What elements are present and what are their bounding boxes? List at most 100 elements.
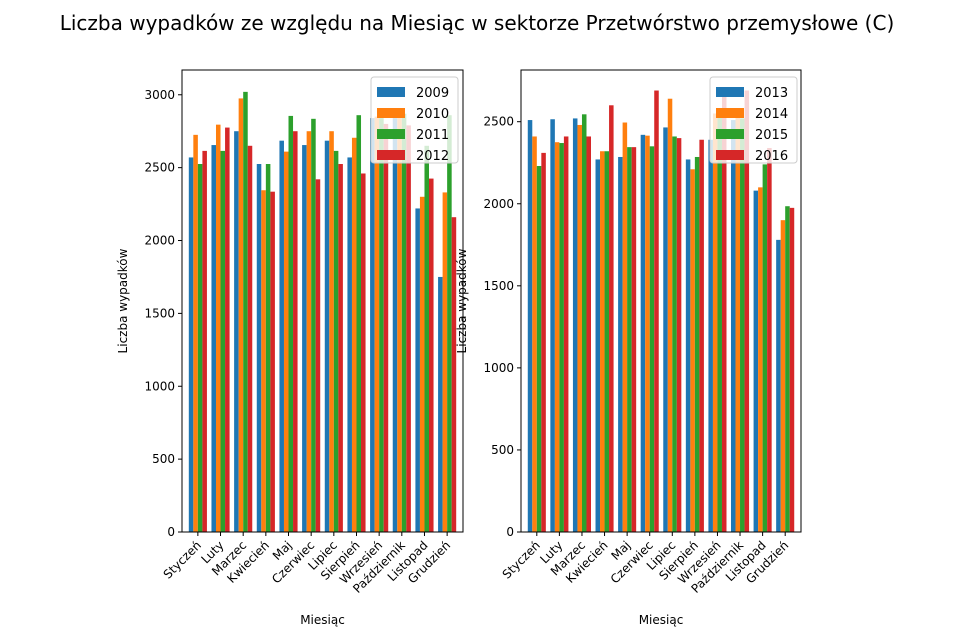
bar-2016-Listopad bbox=[767, 147, 772, 532]
y-tick-label: 500 bbox=[152, 452, 175, 466]
bar-2012-Maj bbox=[293, 131, 298, 532]
bar-2016-Wrzesień bbox=[721, 88, 727, 533]
bar-2016-Luty bbox=[563, 136, 569, 532]
plot-frame bbox=[520, 69, 802, 533]
bar-2015-Sierpień bbox=[694, 156, 700, 533]
bar-2009-Marzec bbox=[234, 131, 239, 532]
chart-left: 050010001500200025003000StyczeńLutyMarze… bbox=[116, 69, 464, 627]
bar-2015-Czerwiec bbox=[649, 146, 655, 532]
bar-2013-Sierpień bbox=[685, 159, 691, 532]
bar-2009-Styczeń bbox=[188, 157, 194, 532]
bar-2011-Czerwiec bbox=[311, 118, 316, 532]
bar-2011-Styczeń bbox=[197, 164, 203, 532]
bar-2010-Październik bbox=[397, 110, 402, 532]
x-axis-label: Miesiąc bbox=[639, 613, 684, 627]
bar-2009-Listopad bbox=[415, 208, 420, 532]
y-tick-label: 1500 bbox=[144, 306, 175, 320]
bar-2012-Listopad bbox=[429, 178, 434, 532]
bar-2011-Grudzień bbox=[447, 115, 452, 533]
bars bbox=[527, 88, 795, 533]
bar-2015-Maj bbox=[627, 147, 632, 532]
bar-2013-Lipiec bbox=[663, 127, 668, 532]
bar-2014-Październik bbox=[735, 115, 741, 532]
bar-2009-Październik bbox=[392, 118, 398, 532]
bar-2012-Wrzesień bbox=[383, 123, 389, 533]
bar-2015-Listopad bbox=[762, 164, 768, 532]
bar-2011-Październik bbox=[401, 113, 407, 532]
bar-2009-Czerwiec bbox=[302, 145, 307, 532]
bar-2012-Czerwiec bbox=[315, 179, 321, 532]
bar-2016-Październik bbox=[744, 90, 750, 533]
bar-2011-Wrzesień bbox=[379, 118, 384, 532]
y-tick-label: 2500 bbox=[144, 161, 175, 175]
bar-2013-Styczeń bbox=[527, 120, 533, 532]
y-tick-label: 2500 bbox=[483, 115, 514, 129]
y-tick-label: 500 bbox=[491, 443, 514, 457]
bar-2009-Lipiec bbox=[324, 140, 330, 532]
legend-label: 2011 bbox=[416, 128, 449, 143]
bar-2016-Grudzień bbox=[789, 207, 795, 533]
bar-2011-Kwiecień bbox=[265, 164, 271, 532]
figure-title: Liczba wypadków ze względu na Miesiąc w … bbox=[60, 11, 895, 35]
bar-2010-Styczeń bbox=[193, 134, 198, 532]
legend-swatch bbox=[377, 150, 405, 160]
bar-2015-Grudzień bbox=[785, 206, 790, 532]
legend-swatch bbox=[377, 87, 405, 97]
y-tick-label: 1500 bbox=[483, 279, 514, 293]
bar-2011-Listopad bbox=[424, 145, 430, 533]
legend-swatch bbox=[716, 87, 744, 97]
bar-2015-Październik bbox=[740, 118, 745, 533]
legend-label: 2010 bbox=[416, 107, 449, 122]
y-axis-label: Liczba wypadków bbox=[116, 248, 130, 353]
legend-swatch bbox=[716, 108, 744, 118]
bar-2012-Październik bbox=[406, 125, 411, 532]
bar-2010-Sierpień bbox=[351, 137, 357, 532]
bar-2014-Czerwiec bbox=[645, 135, 650, 532]
legend-label: 2014 bbox=[755, 107, 788, 122]
y-tick-label: 1000 bbox=[483, 361, 514, 375]
bar-2010-Grudzień bbox=[442, 192, 448, 533]
bar-2012-Styczeń bbox=[202, 150, 207, 532]
bar-2012-Kwiecień bbox=[270, 191, 275, 532]
legend-label: 2016 bbox=[755, 149, 788, 164]
bar-2010-Kwiecień bbox=[261, 190, 266, 533]
bar-2016-Marzec bbox=[586, 136, 591, 532]
bar-2010-Luty bbox=[215, 124, 221, 533]
bar-2016-Sierpień bbox=[699, 139, 704, 532]
legend-label: 2013 bbox=[755, 86, 788, 101]
y-axis-label: Liczba wypadków bbox=[455, 248, 469, 353]
y-tick-label: 2000 bbox=[483, 197, 514, 211]
bar-2014-Luty bbox=[554, 142, 560, 532]
bar-2010-Wrzesień bbox=[374, 116, 380, 532]
bar-2012-Sierpień bbox=[361, 173, 366, 533]
bar-2012-Luty bbox=[225, 127, 230, 532]
bar-2011-Sierpień bbox=[356, 115, 362, 533]
bar-2010-Listopad bbox=[419, 196, 425, 533]
plot-frame bbox=[181, 69, 464, 533]
bar-2015-Styczeń bbox=[536, 166, 542, 532]
bar-2013-Kwiecień bbox=[595, 159, 601, 532]
bar-2015-Marzec bbox=[581, 114, 587, 532]
bar-2010-Marzec bbox=[238, 98, 244, 533]
bar-2013-Luty bbox=[550, 119, 555, 533]
legend-label: 2009 bbox=[416, 86, 449, 101]
bar-2014-Kwiecień bbox=[600, 151, 605, 533]
bar-2013-Październik bbox=[731, 120, 736, 532]
bar-2013-Wrzesień bbox=[708, 139, 713, 532]
legend: 2009 2010 2011 2012 bbox=[370, 76, 459, 164]
bar-2009-Luty bbox=[211, 145, 216, 532]
bar-2009-Grudzień bbox=[438, 276, 443, 532]
legend-swatch bbox=[716, 129, 744, 139]
legend-box bbox=[709, 76, 798, 164]
bar-2012-Grudzień bbox=[451, 217, 457, 532]
bar-2016-Lipiec bbox=[676, 138, 682, 533]
legend-swatch bbox=[377, 129, 405, 139]
y-tick-label: 1000 bbox=[144, 379, 175, 393]
bar-2014-Lipiec bbox=[667, 98, 673, 532]
bar-2012-Marzec bbox=[247, 145, 253, 533]
bar-2009-Kwiecień bbox=[256, 164, 262, 532]
bar-2015-Wrzesień bbox=[717, 113, 722, 533]
bar-2015-Luty bbox=[559, 143, 564, 532]
